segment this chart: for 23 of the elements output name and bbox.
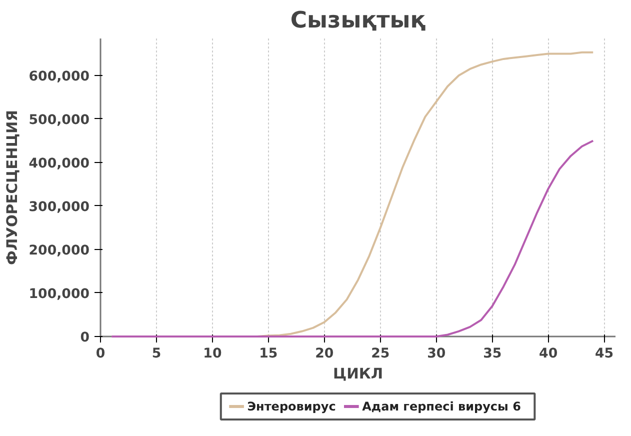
- legend-label: Энтеровирус: [247, 400, 336, 414]
- y-tick-label: 500,000: [28, 112, 90, 128]
- x-tick-label: 40: [539, 346, 558, 362]
- y-tick-label: 100,000: [28, 286, 90, 302]
- x-tick-label: 20: [315, 346, 334, 362]
- x-tick-label: 15: [259, 346, 278, 362]
- y-tick-label: 200,000: [28, 243, 90, 258]
- x-tick-label: 35: [483, 346, 502, 362]
- y-tick-label: 300,000: [28, 200, 90, 215]
- x-tick-label: 45: [595, 346, 614, 362]
- x-tick-label: 10: [203, 346, 222, 362]
- y-tick-label: 400,000: [28, 156, 90, 172]
- x-tick-label: 30: [427, 346, 446, 362]
- x-tick-label: 5: [152, 346, 162, 362]
- legend-label: Адам герпесі вирусы 6: [362, 400, 521, 414]
- y-axis-title: ФЛУОРЕСЦЕНЦИЯ: [4, 110, 21, 265]
- line-series: [110, 140, 594, 338]
- x-tick-label: 0: [96, 346, 106, 362]
- y-tick-label: 0: [80, 330, 90, 346]
- chart-title: Сызықтық: [290, 8, 426, 34]
- x-tick-label: 25: [371, 346, 390, 362]
- y-tick-label: 600,000: [28, 69, 90, 84]
- x-axis-title: ЦИКЛ: [332, 366, 384, 382]
